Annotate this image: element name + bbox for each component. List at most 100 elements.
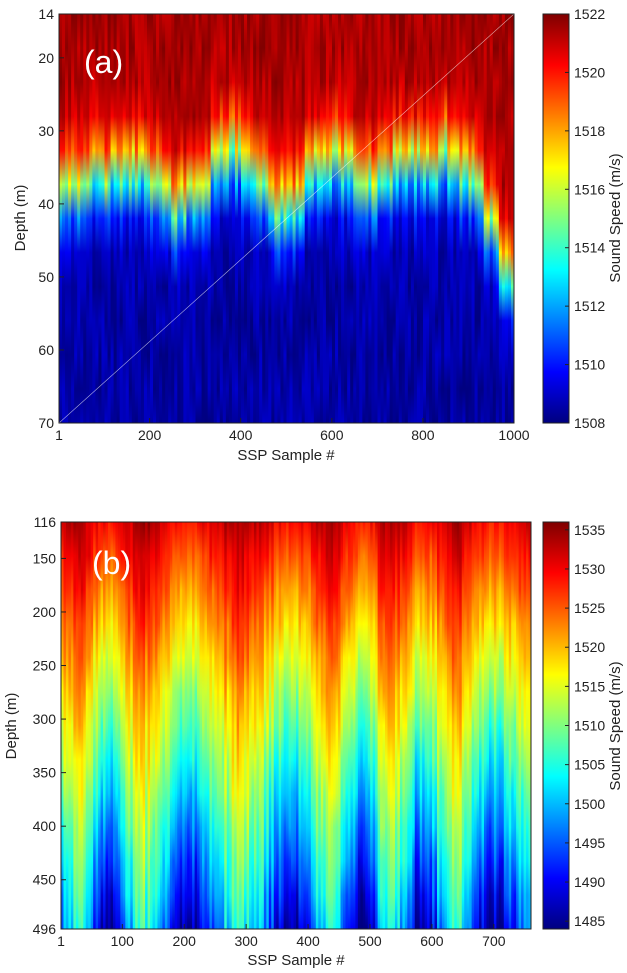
colorbar-tick-label: 1522 — [574, 6, 605, 22]
heatmap-column — [359, 14, 363, 423]
colorbar-label-b: Sound Speed (m/s) — [607, 661, 624, 790]
heatmap-column — [288, 522, 292, 929]
heatmap-column — [360, 522, 364, 929]
heatmap-column — [152, 522, 156, 929]
colorbar-tick-label: 1516 — [574, 181, 605, 197]
heatmap-column — [216, 522, 220, 929]
heatmap-column — [496, 522, 500, 929]
heatmap-column — [380, 522, 384, 929]
heatmap-column — [112, 522, 117, 929]
heatmap-column — [350, 14, 354, 423]
heatmap-column — [202, 522, 206, 929]
plot-frame-a — [58, 13, 515, 424]
x-axis-label-b: SSP Sample # — [247, 952, 345, 969]
heatmap-column — [140, 522, 144, 929]
colorbar-tick-label: 1505 — [574, 757, 605, 773]
heatmap-column — [489, 14, 494, 423]
heatmap-column — [356, 14, 360, 423]
heatmap-column — [276, 522, 280, 929]
heatmap-column — [164, 522, 168, 929]
heatmap-column — [168, 14, 172, 423]
y-tick-label: 200 — [33, 604, 57, 620]
heatmap-column — [292, 14, 297, 423]
heatmap-column — [362, 14, 366, 423]
heatmap-column — [407, 14, 412, 423]
heatmap-column — [137, 522, 141, 929]
heatmap-column — [165, 14, 169, 423]
heatmap-column — [453, 14, 457, 423]
heatmap-column — [120, 522, 124, 929]
colorbar-tick-label: 1530 — [574, 561, 605, 577]
x-tick-label: 100 — [111, 933, 135, 949]
heatmap-column — [77, 14, 81, 423]
heatmap-column — [341, 14, 345, 423]
heatmap-column — [98, 522, 102, 929]
heatmap-column — [401, 14, 406, 423]
heatmap-column — [78, 522, 82, 929]
heatmap-column — [204, 14, 209, 423]
heatmap-column — [357, 522, 361, 929]
heatmap-column — [201, 14, 206, 423]
heatmap-column — [271, 522, 275, 929]
heatmap-column — [263, 522, 267, 929]
colorbar-tick-label: 1512 — [574, 298, 605, 314]
panel-a: (a) 1 200 400 600 800 1000 14 20 30 40 50 60 70 SSP… — [12, 6, 624, 464]
heatmap-column — [62, 14, 66, 423]
heatmap-column — [335, 14, 339, 423]
heatmap-column — [198, 14, 203, 423]
heatmap-column — [338, 14, 342, 423]
heatmap-column — [135, 522, 139, 929]
heatmap-column — [465, 14, 470, 423]
heatmap-column — [80, 522, 84, 929]
heatmap-column — [374, 14, 379, 423]
panel-label-b: (b) — [92, 545, 131, 581]
heatmap-column — [244, 522, 248, 929]
y-tick-label: 70 — [38, 415, 54, 431]
y-tick-label: 14 — [38, 6, 54, 22]
heatmap-column — [104, 14, 109, 423]
heatmap-column — [426, 14, 430, 423]
y-tick-label: 60 — [38, 342, 54, 358]
heatmap-column — [325, 14, 330, 423]
heatmap-column — [476, 522, 480, 929]
heatmap-column — [441, 522, 446, 929]
heatmap-column — [437, 522, 441, 929]
heatmap-column — [105, 522, 109, 929]
heatmap-column — [108, 522, 112, 929]
colorbar-tick-label: 1520 — [574, 639, 605, 655]
heatmap-column — [386, 14, 391, 423]
heatmap-column — [380, 14, 385, 423]
heatmap-column — [241, 522, 245, 929]
heatmap-column — [236, 522, 240, 929]
heatmap-column — [98, 14, 103, 423]
heatmap-column — [268, 522, 272, 929]
heatmap-column — [450, 14, 454, 423]
heatmap-column — [131, 14, 136, 423]
heatmap-column — [462, 14, 467, 423]
heatmap-column — [410, 14, 415, 423]
heatmap-column — [412, 522, 416, 929]
colorbar-tick-label: 1510 — [574, 718, 605, 734]
heatmap-column — [446, 522, 450, 929]
heatmap-column — [444, 522, 448, 929]
heatmap-column — [283, 14, 288, 423]
heatmap-column — [246, 522, 250, 929]
heatmap-column — [182, 522, 186, 929]
heatmap-column — [103, 522, 107, 929]
heatmap-column — [398, 14, 403, 423]
heatmap-column — [277, 14, 282, 423]
heatmap-column — [71, 14, 75, 423]
heatmap-column — [456, 522, 460, 929]
heatmap-column — [459, 14, 464, 423]
colorbar-label-a: Sound Speed (m/s) — [607, 153, 624, 282]
heatmap-column — [305, 522, 309, 929]
heatmap-column — [382, 522, 386, 929]
heatmap-column — [444, 14, 448, 423]
heatmap-column — [95, 14, 100, 423]
heatmap-column — [92, 14, 96, 423]
heatmap-column — [335, 522, 339, 929]
heatmap-column — [225, 14, 230, 423]
heatmap-column — [389, 14, 394, 423]
heatmap-column — [134, 14, 139, 423]
heatmap-column — [439, 522, 443, 929]
